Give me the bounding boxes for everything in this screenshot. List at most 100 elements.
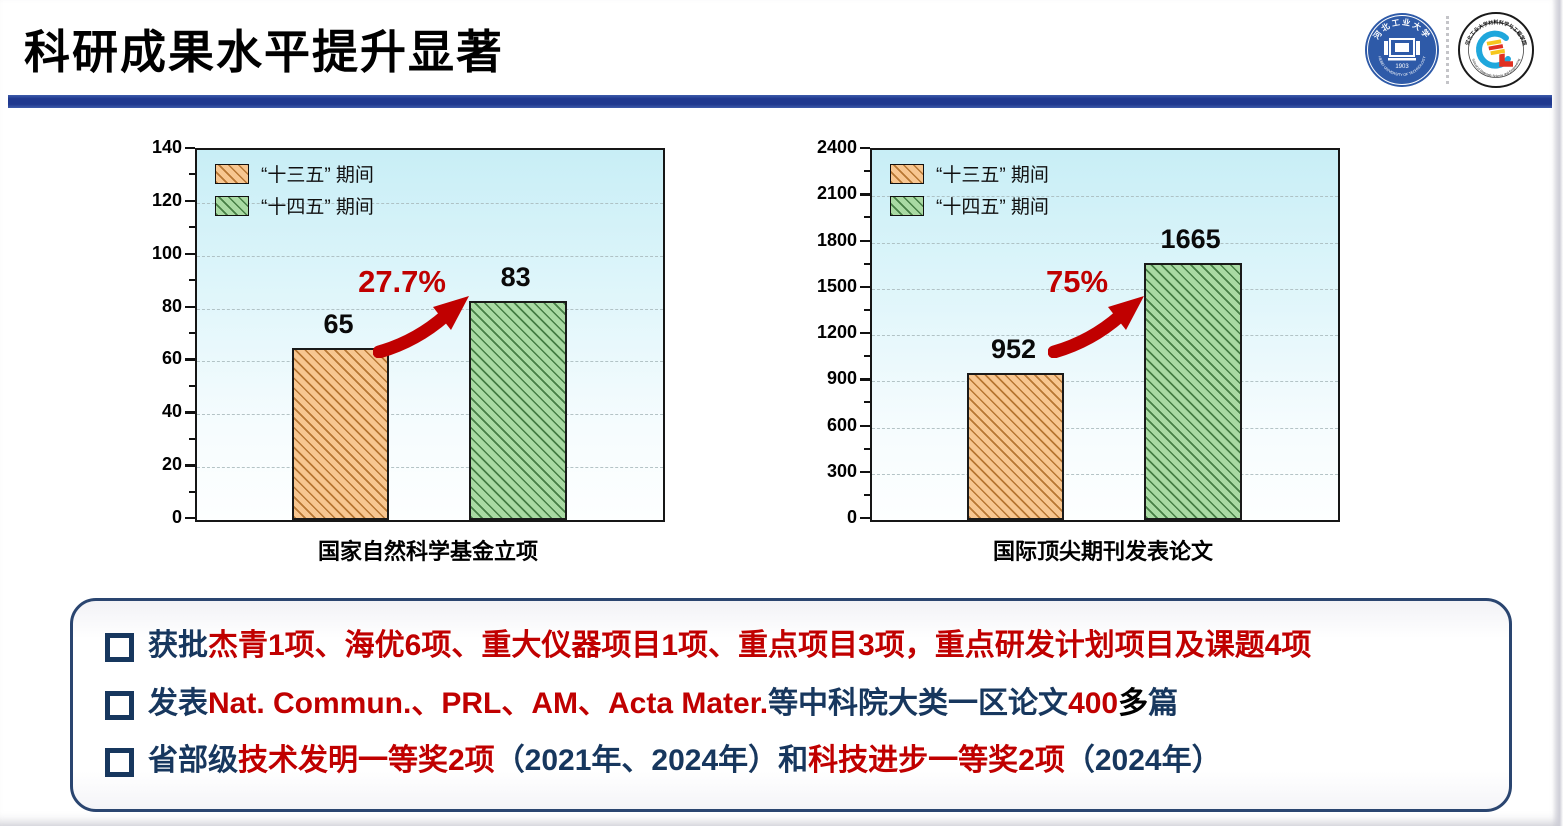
legend-label: “十三五” 期间: [936, 165, 1049, 186]
chart-nsfc-grants: 27.7% “十三五” 期间 “十四五” 期间 0 20 40 60 80 100 120 140 6…: [130, 137, 665, 590]
y-tick-label: 1200: [816, 322, 857, 342]
text-segment: 技术发明一等奖2项: [238, 744, 495, 777]
legend-item: “十四五” 期间: [890, 192, 1049, 219]
y-tick-label: 100: [151, 242, 182, 263]
text-segment: （2024年）: [1064, 744, 1222, 777]
plot-area: 27.7% “十三五” 期间 “十四五” 期间: [195, 148, 665, 522]
chart-top-journal-papers: 75% “十三五” 期间 “十四五” 期间 0 300 600 900 1200 1500 180…: [805, 137, 1340, 590]
text-segment: （2021年、2024年）和: [494, 744, 809, 777]
y-tick-major: [185, 305, 195, 308]
y-tick-minor: [864, 170, 870, 173]
text-segment: 400: [1068, 686, 1119, 720]
text-segment: 杰青1项、海优6项、重大仪器项目1项、重点项目3项，重点研发计划项目及课题4项: [208, 629, 1312, 662]
title-accent-bar: [8, 95, 1552, 108]
growth-label: 27.7%: [358, 264, 446, 299]
y-tick-label: 40: [161, 401, 182, 422]
y-tick-major: [860, 193, 870, 196]
y-tick-minor: [864, 355, 870, 358]
y-tick-minor: [864, 401, 870, 404]
bullet-square-icon: [105, 748, 134, 777]
gridline: [197, 467, 663, 469]
page-title: 科研成果水平提升显著: [24, 26, 504, 78]
x-axis-label: 国际顶尖期刊发表论文: [992, 539, 1213, 564]
y-tick-label: 0: [171, 507, 182, 527]
school-logo-icon: 河北工业大学材料科学与工程学院 School of Materials Scie…: [1458, 12, 1534, 88]
y-tick-label: 60: [161, 348, 182, 369]
y-tick-minor: [189, 384, 195, 387]
y-tick-minor: [864, 447, 870, 450]
summary-box: 获批杰青1项、海优6项、重大仪器项目1项、重点项目3项，重点研发计划项目及课题4…: [70, 598, 1512, 812]
legend-swatch-period14: [215, 195, 249, 216]
y-tick-major: [860, 470, 870, 474]
bullet-text: 获批杰青1项、海优6项、重大仪器项目1项、重点项目3项，重点研发计划项目及课题4…: [148, 627, 1311, 665]
y-tick-label: 0: [846, 507, 857, 527]
gridline: [197, 414, 663, 416]
bullet-item-2: 发表Nat. Commun.、PRL、AM、Acta Mater.等中科院大类一…: [103, 685, 1479, 723]
bullet-item-3: 省部级技术发明一等奖2项（2021年、2024年）和科技进步一等奖2项（2024…: [103, 742, 1479, 780]
gridline: [197, 255, 663, 257]
y-tick-major: [860, 239, 870, 242]
text-segment: 等中科院大类一区论文: [768, 686, 1069, 720]
gridline: [872, 381, 1338, 383]
university-logo-icon: 河北工业大学 HEBEI UNIVERSITY OF TECHNOLOGY 19…: [1364, 12, 1440, 88]
y-tick-minor: [189, 332, 195, 334]
text-segment: 获批: [148, 629, 208, 662]
growth-label: 75%: [1046, 264, 1109, 299]
gridline: [872, 288, 1338, 290]
legend-item: “十三五” 期间: [215, 160, 374, 187]
y-tick-major: [185, 411, 195, 414]
growth-arrow-icon: [372, 292, 473, 359]
plot-area: 75% “十三五” 期间 “十四五” 期间: [870, 148, 1340, 522]
y-tick-minor: [864, 308, 870, 311]
gridline: [872, 473, 1338, 475]
text-segment: 发表: [148, 686, 208, 720]
y-tick-major: [185, 199, 195, 203]
text-segment: 省部级: [148, 744, 238, 777]
y-tick-major: [860, 424, 870, 427]
legend-swatch-period13: [215, 163, 249, 184]
y-tick-label: 900: [826, 368, 857, 389]
y-tick-major: [185, 517, 195, 520]
bullet-text: 发表Nat. Commun.、PRL、AM、Acta Mater.等中科院大类一…: [148, 685, 1178, 723]
y-tick-minor: [864, 262, 870, 265]
bar-period14: [1143, 263, 1242, 520]
y-tick-minor: [189, 173, 195, 176]
y-tick-major: [860, 147, 870, 150]
y-tick-major: [185, 252, 195, 256]
logo-divider: [1446, 16, 1449, 84]
y-tick-label: 1800: [816, 229, 857, 250]
legend: “十三五” 期间 “十四五” 期间: [890, 160, 1049, 219]
legend-label: “十四五” 期间: [261, 197, 374, 218]
y-tick-label: 120: [151, 189, 182, 210]
text-segment: 多: [1118, 686, 1149, 720]
x-axis-label: 国家自然科学基金立项: [317, 539, 538, 564]
legend-swatch-period14: [890, 195, 924, 216]
y-tick-minor: [189, 490, 195, 493]
text-segment: Nat. Commun.、PRL、AM、Acta Mater.: [208, 686, 769, 720]
legend-item: “十四五” 期间: [215, 192, 374, 219]
bar-period13: [291, 348, 390, 520]
y-tick-label: 140: [151, 137, 182, 157]
y-tick-major: [185, 464, 195, 467]
bullet-text: 省部级技术发明一等奖2项（2021年、2024年）和科技进步一等奖2项（2024…: [148, 742, 1222, 780]
y-tick-label: 2100: [816, 183, 857, 204]
legend-label: “十四五” 期间: [936, 197, 1049, 218]
bar-value-label: 65: [323, 309, 354, 340]
bar-value-label: 83: [500, 261, 531, 292]
bar-period14: [468, 300, 567, 520]
university-year: 1903: [1395, 64, 1409, 70]
text-segment: 篇: [1148, 686, 1179, 720]
gridline: [872, 242, 1338, 244]
y-tick-major: [860, 332, 870, 335]
bullet-square-icon: [105, 633, 134, 662]
legend: “十三五” 期间 “十四五” 期间: [215, 160, 374, 219]
y-tick-label: 1500: [816, 275, 857, 296]
y-tick-major: [185, 147, 195, 150]
y-tick-minor: [189, 279, 195, 282]
y-tick-label: 2400: [816, 137, 857, 157]
gridline: [197, 361, 663, 363]
bar-value-label: 952: [990, 334, 1037, 365]
y-tick-major: [185, 358, 195, 361]
bar-period13: [966, 373, 1065, 520]
